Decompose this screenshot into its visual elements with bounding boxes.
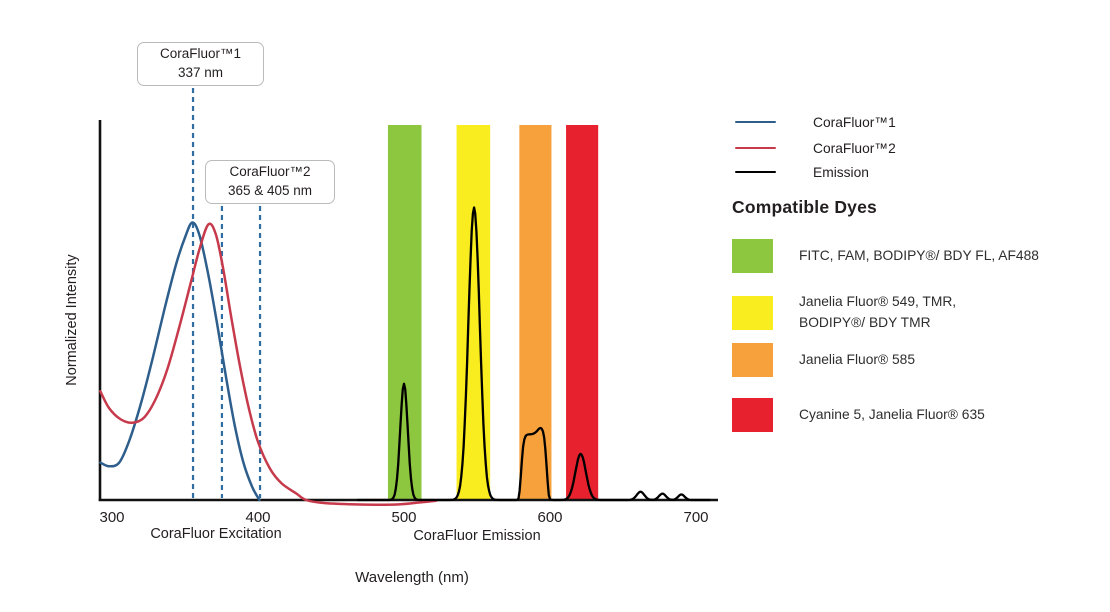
x-axis-label: Wavelength (nm) [355,569,469,586]
emission-section-label: CoraFluor Emission [413,528,540,544]
annotation-corafluor2: CoraFluor™2 365 & 405 nm [205,160,335,204]
legend-label: CoraFluor™2 [813,140,896,156]
legend-panel: CoraFluor™1 CoraFluor™2 Emission Compati… [710,0,1110,612]
annotation-corafluor1: CoraFluor™1 337 nm [137,42,264,86]
green-dye-swatch [732,239,773,273]
orange-dye-swatch [732,343,773,377]
dye-row-green: FITC, FAM, BODIPY®/ BDY FL, AF488 [732,239,1039,273]
dye-bands-layer [387,125,599,500]
x-tick-label: 700 [683,509,708,526]
yellow-dye-swatch [732,295,773,330]
curves-layer [99,206,710,506]
dye-label: FITC, FAM, BODIPY®/ BDY FL, AF488 [799,247,1039,263]
excitation-curve-corafluor2 [99,222,438,506]
dye-label: Janelia Fluor® 585 [799,351,916,367]
excitation-curve-corafluor1 [99,221,261,502]
dye-row-orange: Janelia Fluor® 585 [732,343,915,377]
excitation-section-label: CoraFluor Excitation [150,526,281,542]
corafluor1-line-swatch [735,120,776,124]
annotation-corafluor1-wavelength: 337 nm [177,65,224,80]
legend-item-emission: Emission [735,163,869,181]
dye-band-green [387,125,422,500]
corafluor2-line-swatch [735,146,776,150]
y-axis-label: Normalized Intensity [64,254,80,386]
legend-item-corafluor2: CoraFluor™2 [735,139,896,157]
x-tick-label: 300 [99,509,124,526]
legend-item-corafluor1: CoraFluor™1 [735,113,896,131]
red-dye-swatch [732,398,773,432]
annotation-corafluor2-wavelength: 365 & 405 nm [227,183,313,198]
dye-row-yellow: Janelia Fluor® 549, TMR, BODIPY®/ BDY TM… [732,292,956,333]
x-tick-label: 600 [537,509,562,526]
dye-label: Cyanine 5, Janelia Fluor® 635 [799,406,985,422]
dye-label: Janelia Fluor® 549, TMR, BODIPY®/ BDY TM… [799,294,957,330]
x-tick-labels: 300 400 500 600 700 [99,509,708,526]
dye-row-red: Cyanine 5, Janelia Fluor® 635 [732,398,985,432]
dye-band-red [566,125,599,500]
emission-line-swatch [735,170,776,174]
emission-curve [357,206,710,502]
legend-label: Emission [813,164,869,180]
legend-label: CoraFluor™1 [813,114,896,130]
annotation-corafluor2-name: CoraFluor™2 [229,164,311,180]
compatible-dyes-heading: Compatible Dyes [732,197,877,217]
spectra-chart: 300 400 500 600 700 CoraFluor Excitation Cor… [64,88,718,586]
x-tick-label: 400 [245,509,270,526]
x-tick-label: 500 [391,509,416,526]
annotation-corafluor1-name: CoraFluor™1 [159,46,242,62]
